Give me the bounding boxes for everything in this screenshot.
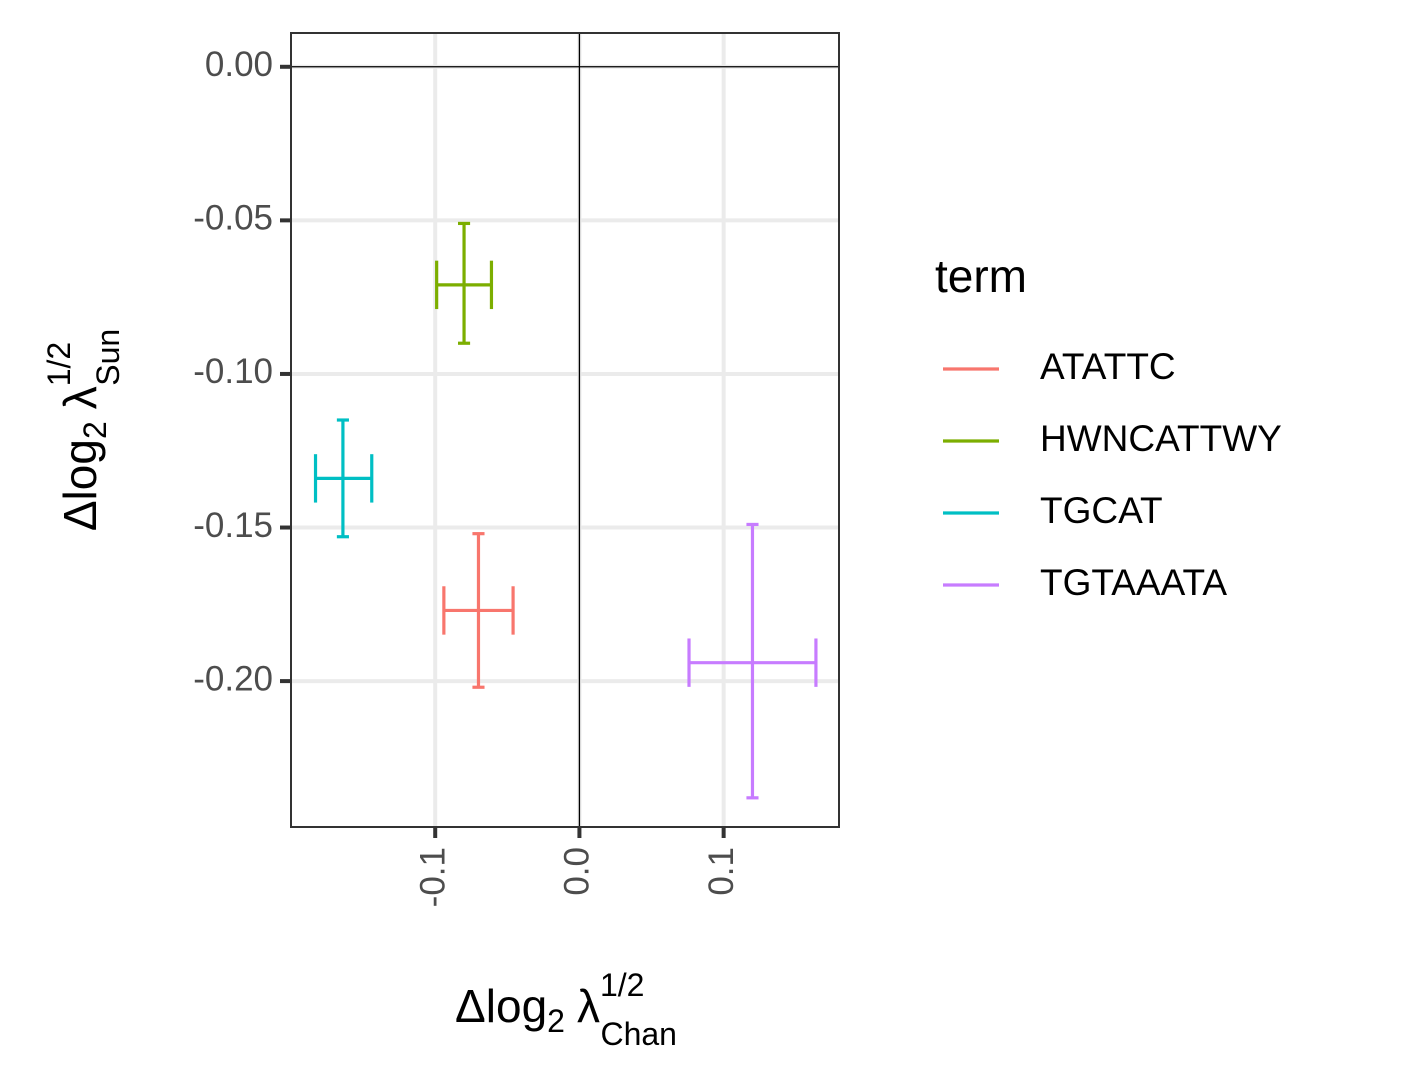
legend-label-TGCAT: TGCAT [1040, 490, 1163, 531]
plot-panel-border [290, 32, 840, 828]
y-axis-title-sup: 1/2 [41, 342, 77, 386]
y-tick-label: -0.10 [193, 352, 273, 391]
legend-title: term [935, 250, 1027, 302]
y-axis-title-sub: 2 [77, 421, 113, 439]
y-tick-label: 0.00 [205, 45, 273, 84]
y-tick-label: -0.05 [193, 199, 273, 238]
legend-label-HWNCATTWY: HWNCATTWY [1040, 418, 1282, 459]
legend-label-ATATTC: ATATTC [1040, 346, 1176, 387]
errorbar-HWNCATTWY [435, 221, 494, 345]
y-tick-label: -0.20 [193, 659, 273, 698]
x-axis: -0.1 0.0 0.1 [413, 827, 741, 907]
errorbar-TGTAAATA [687, 522, 818, 800]
reference-lines [291, 33, 839, 827]
y-axis: 0.00 -0.05 -0.10 -0.15 -0.20 [193, 45, 291, 698]
legend: term ATATTC HWNCATTWY TGCAT TGTAAATA [935, 250, 1282, 603]
y-axis-title: Δlog2 λ1/2 Sun [41, 329, 126, 531]
x-tick-label: 0.1 [702, 847, 741, 896]
y-tick-label: -0.15 [193, 506, 273, 545]
x-tick-label: -0.1 [413, 847, 452, 907]
y-axis-title-subscript: Sun [90, 329, 126, 386]
y-axis-title-main: Δlog [54, 439, 106, 531]
data-marks [313, 221, 818, 800]
x-axis-title-sup: 1/2 [600, 967, 644, 1003]
errorbar-ATATTC [442, 532, 515, 689]
x-tick-label: 0.0 [558, 847, 597, 896]
y-axis-title-symbol: λ [54, 386, 106, 409]
errorbar-TGCAT [313, 418, 374, 539]
x-axis-title-symbol: λ [577, 980, 600, 1032]
legend-label-TGTAAATA: TGTAAATA [1040, 562, 1227, 603]
x-axis-title-subscript: Chan [600, 1016, 677, 1052]
x-axis-title: Δlog2 λ1/2 Chan [455, 967, 677, 1052]
x-axis-title-main: Δlog [455, 980, 547, 1032]
x-axis-title-sub: 2 [547, 1003, 565, 1039]
